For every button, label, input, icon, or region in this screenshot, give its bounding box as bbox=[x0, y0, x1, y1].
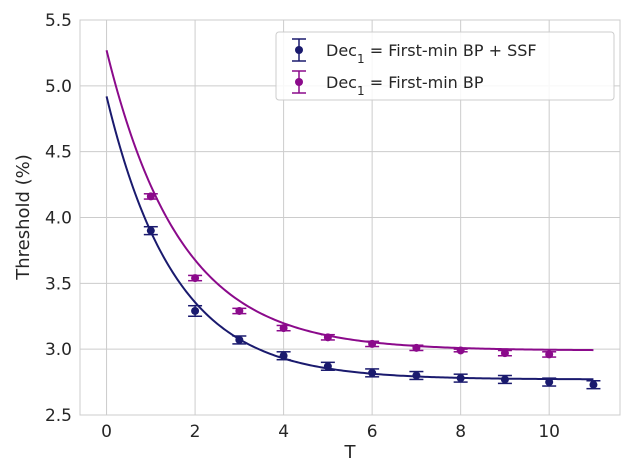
marker bbox=[368, 368, 377, 377]
x-tick-label: 2 bbox=[190, 422, 201, 442]
marker bbox=[146, 226, 155, 235]
legend-label-series-1: Dec1 = First-min BP + SSF bbox=[326, 41, 537, 66]
marker bbox=[279, 351, 288, 360]
marker bbox=[323, 362, 332, 371]
data-point-series-1 bbox=[542, 377, 557, 387]
data-point-series-1 bbox=[188, 304, 203, 317]
x-axis-label: T bbox=[344, 442, 357, 463]
data-point-series-2 bbox=[542, 350, 557, 359]
marker bbox=[412, 371, 421, 380]
marker bbox=[279, 324, 288, 333]
marker bbox=[589, 380, 598, 389]
marker bbox=[545, 378, 554, 387]
x-tick-label: 6 bbox=[367, 422, 378, 442]
marker bbox=[456, 374, 465, 383]
y-tick-label: 3.5 bbox=[45, 274, 72, 294]
marker bbox=[368, 339, 377, 348]
data-point-series-1 bbox=[143, 225, 158, 236]
data-point-series-1 bbox=[497, 374, 512, 385]
marker bbox=[456, 346, 465, 355]
data-point-series-2 bbox=[188, 274, 203, 283]
marker bbox=[191, 306, 200, 315]
plot-frame bbox=[79, 19, 621, 416]
data-point-series-2 bbox=[497, 349, 512, 358]
data-point-series-2 bbox=[409, 343, 424, 352]
x-tick-label: 0 bbox=[101, 422, 112, 442]
marker bbox=[323, 333, 332, 342]
x-tick-label: 8 bbox=[455, 422, 466, 442]
legend-box bbox=[275, 31, 615, 101]
y-axis-label: Threshold (%) bbox=[13, 154, 34, 281]
x-tick-label: 10 bbox=[538, 422, 560, 442]
data-point-series-2 bbox=[320, 333, 335, 342]
legend-marker bbox=[295, 78, 303, 86]
data-point-series-2 bbox=[143, 192, 158, 201]
y-tick-label: 4.5 bbox=[45, 143, 72, 163]
x-tick-label: 4 bbox=[278, 422, 289, 442]
y-tick-label: 5.0 bbox=[45, 77, 72, 97]
legend-marker bbox=[295, 46, 303, 54]
y-tick-label: 5.5 bbox=[45, 11, 72, 31]
data-point-series-1 bbox=[320, 361, 335, 371]
fit-curves bbox=[105, 50, 594, 381]
y-tick-label: 2.5 bbox=[45, 406, 72, 426]
legend: Dec1 = First-min BP + SSF Dec1 = First-mi… bbox=[275, 31, 615, 101]
marker bbox=[545, 350, 554, 359]
data-point-series-1 bbox=[409, 370, 424, 381]
data-point-series-1 bbox=[365, 368, 380, 378]
legend-label-series-2: Dec1 = First-min BP bbox=[326, 73, 484, 98]
fit-curve-series-1 bbox=[105, 96, 594, 381]
marker bbox=[235, 335, 244, 344]
y-tick-label: 3.0 bbox=[45, 340, 72, 360]
data-point-series-1 bbox=[232, 335, 247, 345]
data-point-series-1 bbox=[276, 351, 291, 361]
marker bbox=[146, 192, 155, 201]
tick-labels: 0 2 4 6 8 10 2.5 3.0 3.5 4.0 4.5 5.0 5.5 bbox=[45, 11, 560, 442]
marker bbox=[191, 274, 200, 283]
fit-curve-series-2 bbox=[105, 50, 594, 352]
data-point-series-2 bbox=[232, 306, 247, 315]
data-point-series-1 bbox=[453, 373, 468, 383]
data-points bbox=[143, 192, 601, 390]
data-point-series-1 bbox=[586, 380, 601, 390]
marker bbox=[500, 375, 509, 384]
y-tick-label: 4.0 bbox=[45, 209, 72, 229]
marker bbox=[235, 306, 244, 315]
data-point-series-2 bbox=[453, 346, 468, 355]
data-point-series-2 bbox=[365, 339, 380, 348]
marker bbox=[412, 343, 421, 352]
marker bbox=[500, 349, 509, 358]
data-point-series-2 bbox=[276, 324, 291, 333]
